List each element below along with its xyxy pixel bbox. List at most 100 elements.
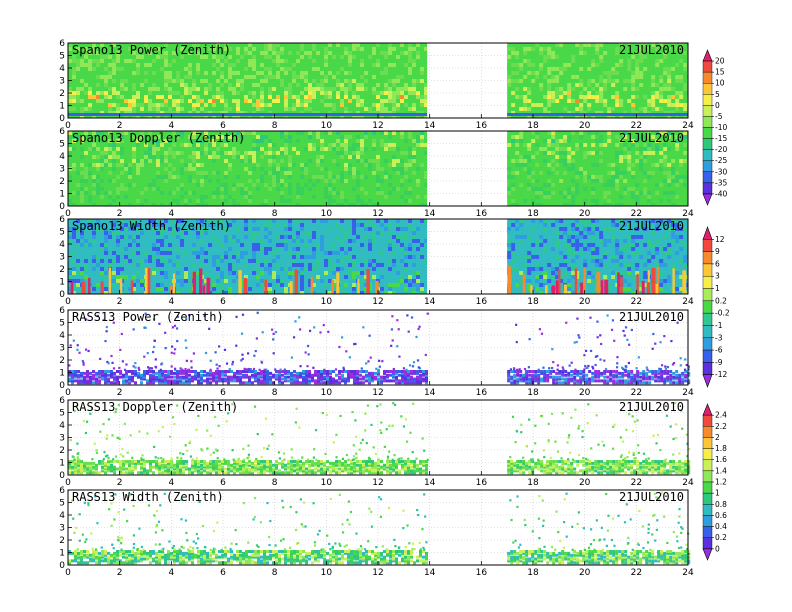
cell — [288, 107, 292, 111]
cell — [268, 191, 272, 195]
cell — [352, 263, 356, 267]
cell — [623, 79, 628, 83]
cell — [212, 143, 216, 147]
cell — [376, 171, 380, 175]
cell — [108, 47, 112, 51]
cell — [104, 379, 107, 383]
cell — [507, 255, 512, 259]
cell — [245, 370, 248, 373]
cell — [627, 163, 632, 167]
cell — [619, 67, 624, 71]
cell — [180, 279, 184, 283]
cell — [603, 191, 608, 195]
cell — [424, 83, 428, 87]
cell — [200, 375, 203, 379]
cell — [236, 203, 240, 206]
cell — [320, 143, 324, 147]
cell — [424, 239, 428, 243]
cell — [340, 115, 344, 118]
cell — [408, 59, 412, 63]
cell — [280, 151, 284, 155]
cell — [176, 203, 180, 206]
cell — [647, 199, 652, 203]
cell — [220, 115, 224, 118]
cell — [571, 195, 576, 199]
cell — [324, 263, 328, 267]
cell — [655, 51, 660, 55]
cell — [172, 51, 176, 55]
cell — [220, 71, 224, 75]
cell — [152, 251, 156, 255]
cell — [384, 291, 388, 294]
cell — [191, 375, 194, 379]
cell — [96, 255, 100, 259]
cell — [631, 103, 636, 107]
cell — [158, 375, 161, 379]
cell — [160, 251, 164, 255]
cell — [651, 203, 656, 206]
cell — [244, 131, 248, 135]
cell — [372, 131, 376, 135]
cell — [292, 175, 296, 179]
cell — [404, 103, 408, 107]
cell — [559, 159, 564, 163]
cell — [615, 203, 620, 206]
cell — [191, 370, 194, 373]
cell — [607, 139, 612, 143]
cell — [388, 47, 392, 51]
cell — [168, 247, 172, 251]
cell — [228, 87, 232, 91]
cell — [72, 67, 76, 71]
cell — [424, 151, 428, 155]
cell — [180, 51, 184, 55]
cell — [188, 370, 191, 373]
cell — [308, 99, 312, 103]
cell — [567, 63, 572, 67]
cell — [563, 67, 568, 71]
cell — [132, 43, 136, 47]
cell — [583, 247, 588, 251]
cell — [559, 227, 564, 231]
cell — [659, 259, 664, 263]
cell — [112, 115, 116, 118]
x-tick-label: 0 — [65, 297, 71, 307]
cell — [635, 95, 640, 99]
cell — [124, 219, 128, 223]
cell — [216, 91, 220, 95]
cell — [224, 373, 227, 377]
cell — [152, 71, 156, 75]
cell — [143, 370, 146, 373]
cell — [663, 71, 668, 75]
cell — [98, 379, 101, 383]
cell — [88, 67, 92, 71]
cell — [539, 83, 544, 87]
cell — [523, 179, 528, 183]
cell — [316, 271, 320, 275]
cell — [108, 155, 112, 159]
cell — [164, 75, 168, 79]
cell — [360, 263, 364, 267]
cell — [384, 175, 388, 179]
cell — [128, 167, 132, 171]
cell — [515, 139, 520, 143]
cell — [547, 191, 552, 195]
cell — [84, 83, 88, 87]
cell — [204, 203, 208, 206]
cell — [400, 95, 404, 99]
cell — [667, 279, 672, 283]
cell — [176, 143, 180, 147]
cell — [228, 171, 232, 175]
cell — [140, 147, 144, 151]
cell — [579, 63, 584, 67]
cell — [312, 267, 316, 271]
cell — [292, 107, 296, 111]
cell — [146, 370, 149, 373]
cell — [671, 191, 676, 195]
cell — [675, 135, 680, 139]
cell — [615, 63, 620, 67]
cell — [567, 43, 572, 47]
cell — [173, 375, 176, 379]
cell — [567, 171, 572, 175]
cell — [647, 270, 650, 294]
cell — [535, 227, 540, 231]
